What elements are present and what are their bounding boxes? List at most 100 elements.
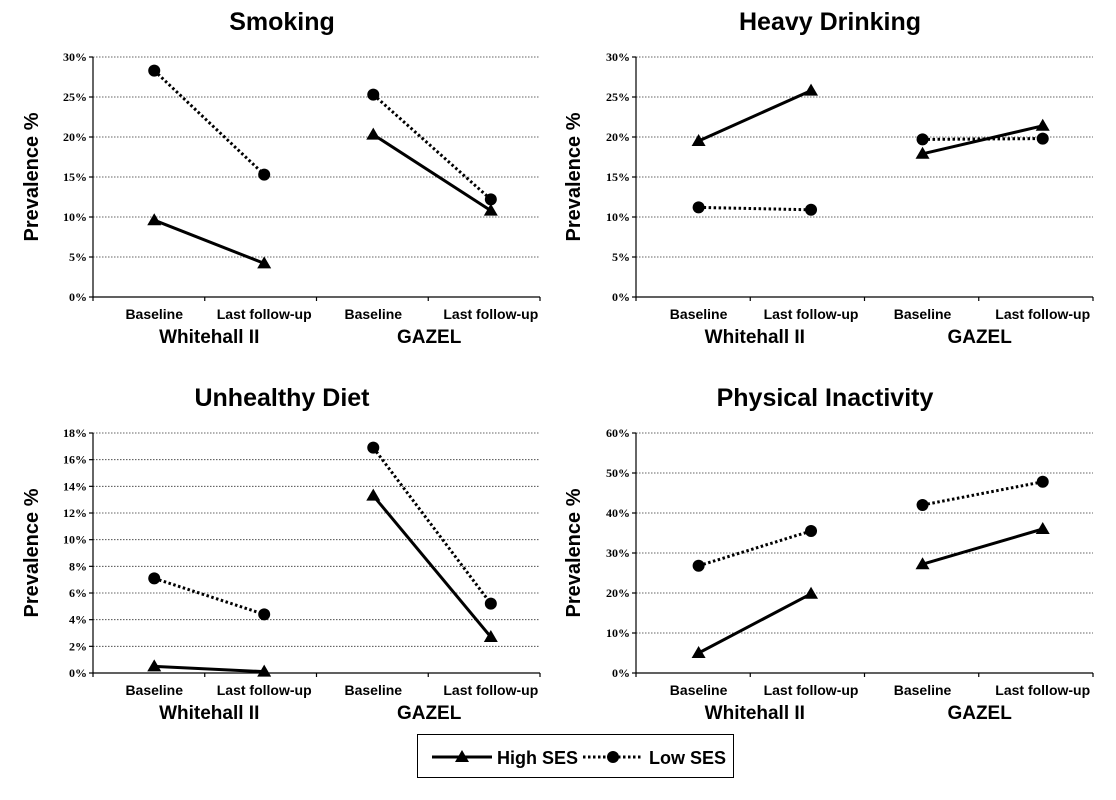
data-point-low-ses [148, 572, 161, 585]
data-point-high-ses [257, 256, 272, 269]
chart-title: Physical Inactivity [717, 384, 934, 412]
series-line-low-ses [153, 576, 265, 616]
group-label-whitehall-ii: Whitehall II [705, 703, 805, 724]
group-label-gazel: GAZEL [397, 703, 462, 724]
y-axis-label: Prevalence % [563, 112, 585, 241]
series-line-low-ses [372, 93, 492, 201]
y-tick-label: 10% [63, 210, 87, 224]
x-tick-label: Baseline [894, 682, 952, 698]
y-tick-label: 2% [69, 639, 87, 653]
x-tick-label: Baseline [670, 306, 728, 322]
data-point-high-ses [915, 557, 930, 570]
data-point-high-ses [915, 146, 930, 159]
y-tick-label: 0% [612, 290, 630, 304]
data-point-low-ses [484, 193, 497, 206]
data-point-low-ses [484, 597, 497, 610]
group-label-whitehall-ii: Whitehall II [705, 327, 805, 348]
x-tick-label: Baseline [894, 306, 952, 322]
data-point-low-ses [916, 133, 929, 146]
data-point-high-ses [257, 664, 272, 677]
series-line-low-ses [922, 480, 1044, 507]
data-point-low-ses [258, 608, 271, 621]
data-point-low-ses [1036, 132, 1049, 145]
group-label-whitehall-ii: Whitehall II [159, 703, 259, 724]
data-point-high-ses [691, 134, 706, 146]
series-line-high-ses [372, 494, 492, 638]
group-label-gazel: GAZEL [947, 327, 1012, 348]
legend-entry-high-ses: High SES [432, 748, 578, 768]
series-line-high-ses [697, 89, 812, 143]
group-label-gazel: GAZEL [947, 703, 1012, 724]
y-tick-label: 20% [606, 586, 630, 600]
x-tick-label: Last follow-up [764, 682, 859, 698]
data-point-low-ses [805, 525, 818, 537]
y-tick-label: 15% [63, 170, 87, 184]
y-tick-label: 8% [69, 559, 87, 573]
data-point-low-ses [692, 559, 705, 572]
legend: High SES Low SES [417, 734, 734, 778]
data-point-low-ses [1036, 475, 1049, 488]
x-tick-label: Last follow-up [217, 306, 312, 322]
chart-title: Unhealthy Diet [194, 384, 370, 412]
y-tick-label: 10% [606, 626, 630, 640]
chart-title: Smoking [229, 8, 335, 36]
y-tick-label: 30% [606, 50, 630, 64]
y-tick-label: 12% [63, 506, 87, 520]
x-tick-label: Baseline [670, 682, 728, 698]
y-tick-label: 50% [606, 466, 630, 480]
x-tick-label: Last follow-up [443, 306, 538, 322]
data-point-high-ses [147, 213, 162, 226]
legend-label-high-ses: High SES [497, 748, 578, 768]
data-point-high-ses [483, 203, 498, 216]
y-tick-label: 14% [63, 479, 87, 493]
data-point-low-ses [805, 203, 818, 216]
y-tick-label: 25% [63, 90, 87, 104]
chart-panel-unhealthy-diet: Unhealthy Diet Prevalence % 0% 2% 4% 6% 8% 10% 1… [21, 384, 541, 724]
y-tick-label: 0% [69, 666, 87, 680]
data-point-high-ses [1035, 118, 1050, 131]
series-line-low-ses [153, 69, 266, 176]
chart-panel-heavy-drinking: Heavy Drinking Prevalence % 0% 5% 10% 15% 20% 2… [563, 8, 1094, 348]
data-point-low-ses [367, 88, 380, 101]
y-axis-label: Prevalence % [21, 488, 43, 617]
data-point-low-ses [258, 168, 271, 181]
group-label-gazel: GAZEL [397, 327, 462, 348]
x-tick-label: Baseline [125, 682, 183, 698]
series-line-high-ses [153, 218, 265, 265]
data-point-low-ses [916, 499, 929, 511]
y-tick-label: 20% [63, 130, 87, 144]
x-tick-label: Baseline [125, 306, 183, 322]
y-tick-label: 25% [606, 90, 630, 104]
data-point-high-ses [691, 646, 706, 658]
chart-panel-smoking: Smoking Prevalence % 0% 5% 10% 15% 20% 25% 30% Ba… [21, 8, 541, 348]
data-point-high-ses [804, 586, 819, 599]
group-label-whitehall-ii: Whitehall II [159, 327, 259, 348]
legend-triangle-marker-icon [455, 750, 469, 762]
series-line-high-ses [922, 527, 1044, 566]
y-tick-label: 60% [606, 426, 630, 440]
x-tick-label: Baseline [344, 306, 402, 322]
series-line-low-ses [698, 205, 812, 212]
chart-panel-physical-inactivity: Physical Inactivity Prevalence % 0% 10% 20% 3… [563, 384, 1094, 724]
series-line-low-ses [372, 446, 493, 605]
data-point-high-ses [804, 83, 819, 96]
chart-title: Heavy Drinking [739, 8, 921, 36]
x-tick-label: Last follow-up [217, 682, 312, 698]
x-tick-label: Baseline [344, 682, 402, 698]
y-tick-label: 16% [63, 453, 87, 467]
legend-entry-low-ses: Low SES [583, 748, 726, 768]
data-point-high-ses [483, 630, 498, 642]
x-tick-label: Last follow-up [995, 306, 1090, 322]
y-tick-label: 5% [612, 250, 630, 264]
x-tick-label: Last follow-up [995, 682, 1090, 698]
data-point-high-ses [1035, 522, 1050, 534]
series-line-high-ses [697, 592, 812, 655]
legend-circle-marker-icon [607, 751, 619, 763]
y-tick-label: 10% [606, 210, 630, 224]
x-tick-label: Last follow-up [443, 682, 538, 698]
y-tick-label: 0% [612, 666, 630, 680]
y-axis-label: Prevalence % [21, 112, 43, 241]
y-tick-label: 30% [606, 546, 630, 560]
y-tick-label: 0% [69, 290, 87, 304]
